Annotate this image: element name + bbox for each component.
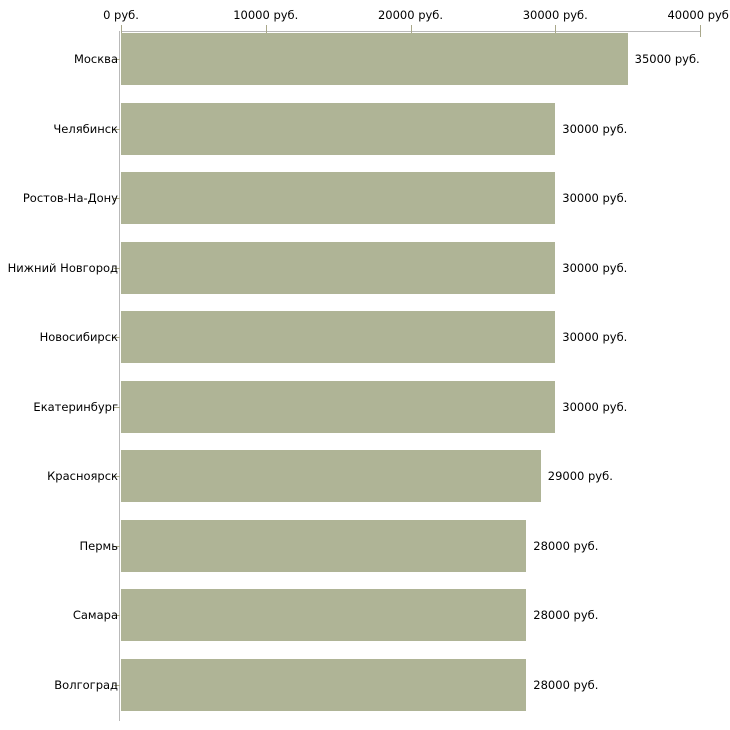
bar-value-label: 28000 руб. xyxy=(533,538,599,553)
x-axis-tick-mark xyxy=(410,25,412,37)
bar[interactable] xyxy=(121,658,527,711)
y-axis-tick-mark xyxy=(114,337,120,338)
y-axis-category-label: Самара xyxy=(72,608,118,622)
x-axis-tick-label: 20000 руб. xyxy=(377,8,444,22)
y-axis-tick-mark xyxy=(114,615,120,616)
bar-value-label: 35000 руб. xyxy=(634,52,700,66)
bar[interactable] xyxy=(121,380,556,433)
y-axis-category-label: Челябинск xyxy=(53,121,118,136)
y-axis-line xyxy=(119,31,120,721)
bar-value-label: 30000 руб. xyxy=(562,330,628,344)
bar[interactable] xyxy=(121,519,527,572)
bar-value-label: 30000 руб. xyxy=(562,260,628,275)
y-axis-category-label: Ростов-На-Дону xyxy=(22,191,118,205)
y-axis-category-label: Красноярск xyxy=(47,469,118,483)
y-axis-tick-mark xyxy=(114,546,120,547)
y-axis-tick-mark xyxy=(114,268,120,269)
bar-value-label: 28000 руб. xyxy=(533,608,599,622)
x-axis-tick-label: 40000 руб. xyxy=(667,8,730,22)
x-axis-tick-label: 0 руб. xyxy=(103,8,139,22)
bar-value-label: 30000 руб. xyxy=(562,191,628,205)
y-axis-tick-mark xyxy=(114,407,120,408)
bar[interactable] xyxy=(121,33,628,85)
bar[interactable] xyxy=(121,450,541,502)
bar[interactable] xyxy=(121,102,556,155)
x-axis-tick-label: 30000 руб. xyxy=(522,8,588,22)
bar-value-label: 28000 руб. xyxy=(533,677,599,692)
x-axis-tick-mark xyxy=(121,25,122,37)
y-axis-category-label: Пермь xyxy=(79,538,118,553)
y-axis-category-label: Волгоград xyxy=(54,677,118,692)
y-axis-category-label: Москва xyxy=(73,52,118,66)
y-axis-category-label: Новосибирск xyxy=(39,330,118,344)
bar[interactable] xyxy=(121,241,556,294)
bar-value-label: 30000 руб. xyxy=(562,121,628,136)
y-axis-tick-mark xyxy=(114,198,120,199)
x-axis-tick-mark xyxy=(265,25,267,37)
y-axis-tick-mark xyxy=(114,476,120,477)
x-axis-tick-mark xyxy=(555,25,557,37)
y-axis-category-label: Нижний Новгород xyxy=(7,260,118,275)
y-axis-tick-mark xyxy=(114,685,120,686)
y-axis-tick-mark xyxy=(114,129,120,130)
y-axis-tick-mark xyxy=(114,59,120,60)
bar-value-label: 29000 руб. xyxy=(547,469,613,483)
bar[interactable] xyxy=(121,311,556,363)
y-axis-category-label: Екатеринбург xyxy=(33,399,118,414)
x-axis-tick-label: 10000 руб. xyxy=(233,8,299,22)
bar[interactable] xyxy=(121,172,556,224)
bar-value-label: 30000 руб. xyxy=(562,399,628,414)
bar[interactable] xyxy=(121,589,527,641)
x-axis-tick-mark xyxy=(700,25,701,37)
